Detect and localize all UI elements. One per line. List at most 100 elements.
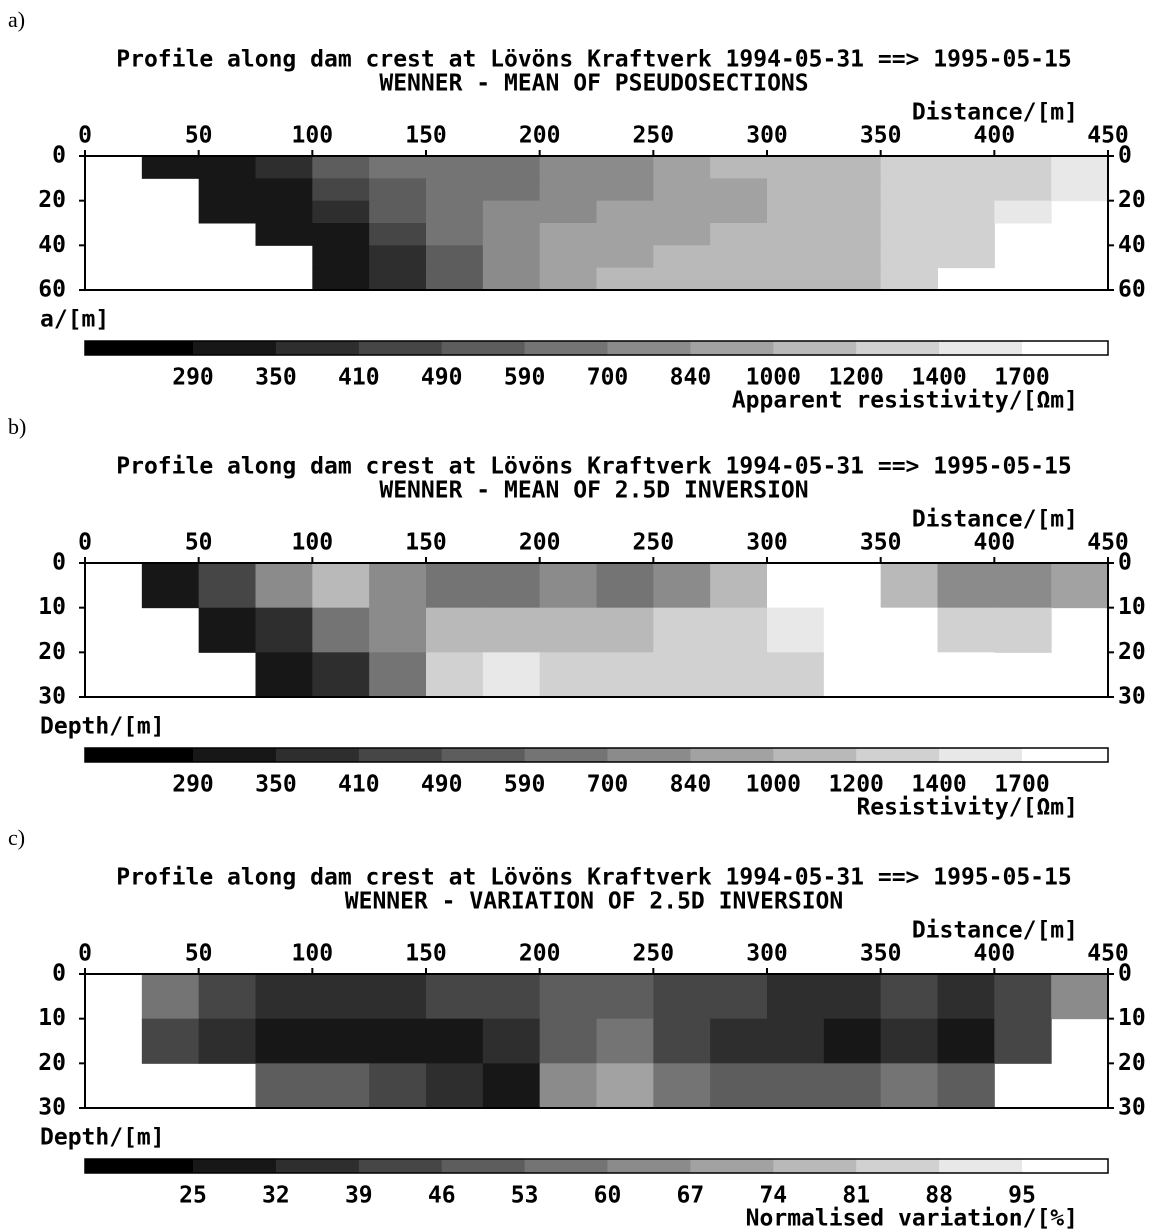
- colorbar-label: Apparent resistivity/[Ωm]: [732, 388, 1078, 414]
- cell: [596, 652, 654, 698]
- colorbar-bin: [358, 1159, 443, 1173]
- chart-subtitle: WENNER - MEAN OF 2.5D INVERSION: [379, 478, 808, 504]
- colorbar-bin: [690, 341, 774, 355]
- x-tick-label: 200: [519, 941, 561, 967]
- cell: [596, 178, 654, 202]
- cell: [141, 1018, 200, 1064]
- x-tick-label: 100: [292, 530, 334, 556]
- colorbar-label: Normalised variation/[%]: [746, 1206, 1078, 1231]
- cell: [369, 563, 427, 609]
- cell: [596, 223, 654, 246]
- cell: [198, 563, 256, 609]
- colorbar-tick-label: 81: [842, 1183, 870, 1209]
- cell: [710, 563, 768, 609]
- cell: [710, 1063, 768, 1109]
- cell: [880, 652, 938, 698]
- chart-subtitle: WENNER - VARIATION OF 2.5D INVERSION: [345, 889, 844, 915]
- colorbar-bin: [690, 1159, 774, 1173]
- cell: [539, 652, 597, 698]
- cell: [937, 1063, 995, 1109]
- cell: [994, 178, 1052, 202]
- cell: [653, 1018, 711, 1064]
- cell: [823, 267, 882, 291]
- x-tick-label: 400: [974, 941, 1016, 967]
- y-tick-label: 10: [38, 1005, 66, 1031]
- y-tick-label: 60: [38, 277, 66, 303]
- colorbar-tick-label: 1700: [994, 772, 1049, 798]
- cell: [141, 974, 200, 1020]
- cell: [937, 563, 995, 609]
- colorbar-frame: [84, 1158, 1109, 1174]
- colorbar-bin: [275, 1159, 360, 1173]
- colorbar-bin: [85, 748, 194, 762]
- colorbar-tick-label: 490: [421, 365, 463, 391]
- cell: [767, 245, 825, 269]
- colorbar-bin: [193, 748, 277, 762]
- x-tick-label: 250: [633, 941, 675, 967]
- cell: [653, 607, 711, 653]
- cell: [426, 652, 484, 698]
- colorbar-tick-label: 46: [428, 1183, 456, 1209]
- x-tick-label: 250: [633, 530, 675, 556]
- colorbar-bin: [524, 748, 608, 762]
- cell: [312, 223, 370, 246]
- cell: [596, 1018, 654, 1064]
- cell: [823, 200, 882, 224]
- cell: [426, 200, 484, 224]
- cell: [426, 156, 484, 179]
- y-tick-label-right: 20: [1118, 187, 1146, 213]
- cell: [767, 200, 825, 224]
- colorbar-bin: [85, 1159, 194, 1173]
- cell: [312, 563, 370, 609]
- cell: [880, 223, 938, 246]
- cell: [710, 178, 768, 202]
- cell: [880, 156, 938, 179]
- cell: [255, 1018, 313, 1064]
- colorbar-bin: [1022, 1159, 1109, 1173]
- cell: [823, 607, 882, 653]
- cell: [937, 607, 995, 653]
- cell: [482, 178, 541, 202]
- y-tick-label-right: 30: [1118, 1095, 1146, 1121]
- x-tick-label: 0: [78, 123, 92, 149]
- cell: [994, 156, 1052, 179]
- cell: [937, 1018, 995, 1064]
- cell: [653, 563, 711, 609]
- x-axis-label: Distance/[m]: [912, 918, 1078, 944]
- x-tick-label: 50: [185, 530, 213, 556]
- cell: [596, 245, 654, 269]
- colorbar-bin: [358, 748, 443, 762]
- cell: [255, 156, 313, 179]
- colorbar-tick-label: 350: [255, 365, 297, 391]
- colorbar-bin: [939, 748, 1023, 762]
- cell: [198, 156, 256, 179]
- cell: [369, 1018, 427, 1064]
- cell: [426, 607, 484, 653]
- x-tick-label: 350: [860, 123, 902, 149]
- cell: [880, 607, 938, 653]
- colorbar-tick-label: 700: [587, 772, 629, 798]
- cell: [539, 178, 597, 202]
- colorbar-tick-label: 32: [262, 1183, 290, 1209]
- cell: [880, 178, 938, 202]
- y-tick-label: 0: [52, 550, 66, 576]
- cell: [994, 1018, 1052, 1064]
- colorbar-tick-label: 590: [504, 772, 546, 798]
- cell: [653, 223, 711, 246]
- colorbar-bin: [773, 341, 857, 355]
- cell: [312, 974, 370, 1020]
- cell: [482, 607, 541, 653]
- cell: [1051, 178, 1109, 202]
- cell: [596, 267, 654, 291]
- colorbar-tick-label: 410: [338, 772, 380, 798]
- cell: [539, 200, 597, 224]
- cell: [823, 1063, 882, 1109]
- cell: [369, 245, 427, 269]
- cell: [255, 563, 313, 609]
- cell: [141, 563, 200, 609]
- cell: [482, 267, 541, 291]
- y-tick-label: 20: [38, 1050, 66, 1076]
- colorbar-tick-label: 590: [504, 365, 546, 391]
- cell: [710, 245, 768, 269]
